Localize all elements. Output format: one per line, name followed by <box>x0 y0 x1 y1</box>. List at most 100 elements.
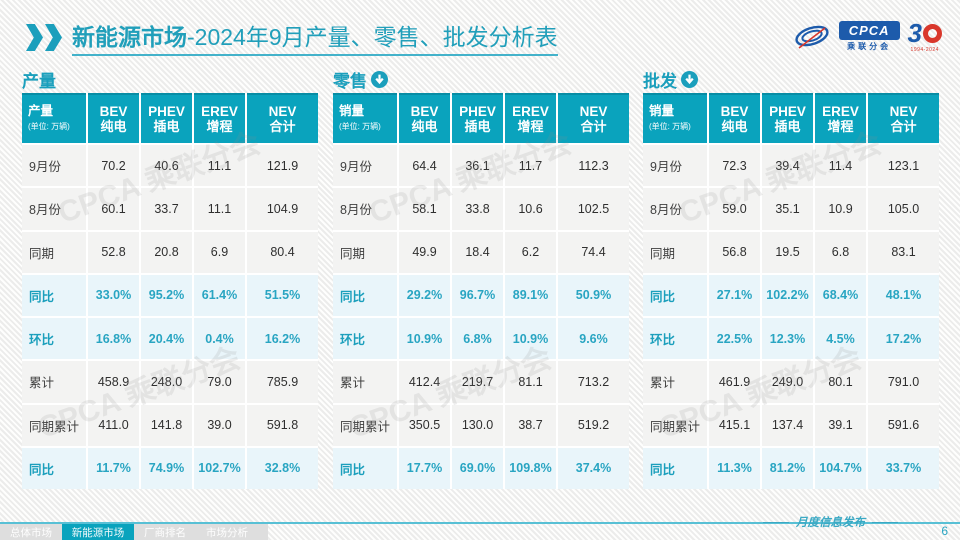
retail-table: 销量 (单位: 万辆) BEV 纯电 PHEV 插电 EREV 增程 NEV 合计 9月份 64.4 3… <box>333 93 629 489</box>
table-value: 137.4 <box>762 404 813 446</box>
table-value: 11.7% <box>88 447 139 489</box>
cpca-emblem-icon <box>795 25 829 49</box>
row-label: 环比 <box>333 318 397 360</box>
table-value: 74.9% <box>141 447 192 489</box>
unit-note: (单位: 万辆) <box>649 122 691 131</box>
column-header: NEV 合计 <box>868 93 939 143</box>
column-header-zh: 纯电 <box>721 119 748 134</box>
table-value: 104.9 <box>247 188 318 230</box>
column-header: BEV 纯电 <box>709 93 760 143</box>
table-value: 519.2 <box>558 404 629 446</box>
table-value: 11.3% <box>709 447 760 489</box>
footer-divider <box>0 522 960 524</box>
column-header-zh: 合计 <box>890 119 917 134</box>
row-label: 同比 <box>22 447 86 489</box>
table-value: 39.1 <box>815 404 866 446</box>
column-header-en: NEV <box>889 104 918 119</box>
table-value: 123.1 <box>868 145 939 187</box>
table-value: 785.9 <box>247 361 318 403</box>
table-value: 70.2 <box>88 145 139 187</box>
table-value: 22.5% <box>709 318 760 360</box>
table-value: 248.0 <box>141 361 192 403</box>
row-label: 同期累计 <box>643 404 707 446</box>
table-value: 89.1% <box>505 274 556 316</box>
table-value: 49.9 <box>399 231 450 273</box>
page-title-bold: 新能源市场 <box>72 24 187 50</box>
footer-tab-3[interactable]: 厂商排名 <box>144 526 186 539</box>
table-value: 29.2% <box>399 274 450 316</box>
table-value: 40.6 <box>141 145 192 187</box>
table-value: 81.2% <box>762 447 813 489</box>
table-value: 33.0% <box>88 274 139 316</box>
footer-tabstrip: 总体市场 新能源市场 厂商排名 市场分析 <box>0 524 268 540</box>
row-label: 9月份 <box>643 145 707 187</box>
table-value: 121.9 <box>247 145 318 187</box>
table-value: 6.2 <box>505 231 556 273</box>
footer-tab-2[interactable]: 新能源市场 <box>62 524 134 540</box>
table-value: 6.8 <box>815 231 866 273</box>
cpca-logo: CPCA 乘联分会 <box>838 21 900 52</box>
row-label: 同比 <box>333 274 397 316</box>
column-header-zh: 纯电 <box>411 119 438 134</box>
row-label: 同比 <box>643 447 707 489</box>
table-value: 33.7 <box>141 188 192 230</box>
row-label: 9月份 <box>333 145 397 187</box>
table-value: 80.1 <box>815 361 866 403</box>
table-value: 591.8 <box>247 404 318 446</box>
table-value: 591.6 <box>868 404 939 446</box>
footer-tab-1[interactable]: 总体市场 <box>10 526 52 539</box>
column-header: PHEV 插电 <box>141 93 192 143</box>
footer-note: 月度信息发布 <box>763 514 898 530</box>
anniversary-3-text: 3 <box>907 18 922 48</box>
column-header: PHEV 插电 <box>762 93 813 143</box>
table-value: 58.1 <box>399 188 450 230</box>
section-title-production: 产量 <box>22 71 56 91</box>
column-header-zh: 增程 <box>517 119 544 134</box>
table-value: 16.2% <box>247 318 318 360</box>
table-value: 11.7 <box>505 145 556 187</box>
column-header-en: PHEV <box>148 104 185 119</box>
column-header-en: BEV <box>99 104 128 119</box>
table-value: 61.4% <box>194 274 245 316</box>
table-value: 109.8% <box>505 447 556 489</box>
column-header-en: EREV <box>201 104 238 119</box>
column-header: NEV 合计 <box>558 93 629 143</box>
page-title-rest: -2024年9月产量、零售、批发分析表 <box>187 24 558 50</box>
column-header: EREV 增程 <box>505 93 556 143</box>
unit-note: (单位: 万辆) <box>339 122 381 131</box>
table-value: 51.5% <box>247 274 318 316</box>
page-title: 新能源市场-2024年9月产量、零售、批发分析表 <box>72 24 558 56</box>
table-value: 96.7% <box>452 274 503 316</box>
table-value: 415.1 <box>709 404 760 446</box>
table-value: 102.5 <box>558 188 629 230</box>
row-label: 同比 <box>22 274 86 316</box>
unit-label: 销量 <box>339 104 365 118</box>
table-unit-header: 产量 (单位: 万辆) <box>22 93 86 143</box>
table-value: 17.7% <box>399 447 450 489</box>
row-label: 同比 <box>333 447 397 489</box>
table-value: 20.8 <box>141 231 192 273</box>
table-value: 19.5 <box>762 231 813 273</box>
table-value: 60.1 <box>88 188 139 230</box>
table-value: 83.1 <box>868 231 939 273</box>
table-value: 6.8% <box>452 318 503 360</box>
row-label: 环比 <box>22 318 86 360</box>
row-label: 同期 <box>643 231 707 273</box>
table-value: 37.4% <box>558 447 629 489</box>
row-label: 8月份 <box>333 188 397 230</box>
cpca-logo-subtext: 乘联分会 <box>847 42 892 51</box>
column-header-zh: 增程 <box>206 119 233 134</box>
table-value: 9.6% <box>558 318 629 360</box>
table-value: 79.0 <box>194 361 245 403</box>
row-label: 累计 <box>333 361 397 403</box>
table-value: 81.1 <box>505 361 556 403</box>
table-value: 17.2% <box>868 318 939 360</box>
footer-tab-4[interactable]: 市场分析 <box>206 526 248 539</box>
table-value: 48.1% <box>868 274 939 316</box>
table-value: 10.6 <box>505 188 556 230</box>
column-header-en: PHEV <box>459 104 496 119</box>
table-value: 10.9% <box>399 318 450 360</box>
table-value: 95.2% <box>141 274 192 316</box>
column-header-en: NEV <box>268 104 297 119</box>
